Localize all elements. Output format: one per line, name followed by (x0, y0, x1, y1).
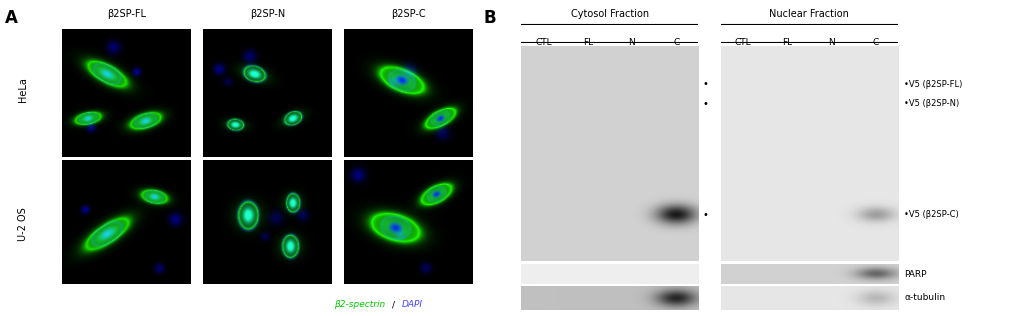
Text: N: N (629, 38, 635, 47)
Text: •: • (702, 210, 709, 220)
Text: •V5 (β2SP-C): •V5 (β2SP-C) (904, 210, 958, 219)
Text: β2SP-FL: β2SP-FL (108, 9, 146, 20)
Text: Cytosol Fraction: Cytosol Fraction (570, 9, 649, 20)
Text: β2SP-C: β2SP-C (391, 9, 426, 20)
Text: DAPI: DAPI (402, 301, 423, 309)
Text: PARP: PARP (904, 270, 927, 279)
Text: B: B (483, 9, 496, 27)
Text: A: A (5, 9, 18, 27)
Text: CTL: CTL (734, 38, 752, 47)
Text: •V5 (β2SP-N): •V5 (β2SP-N) (904, 99, 959, 108)
Text: FL: FL (782, 38, 793, 47)
Text: FL: FL (583, 38, 593, 47)
Text: α-tubulin: α-tubulin (904, 293, 945, 302)
Text: C: C (673, 38, 679, 47)
Text: /: / (392, 301, 394, 309)
Text: N: N (828, 38, 835, 47)
Text: •: • (702, 99, 709, 109)
Text: β2SP-N: β2SP-N (250, 9, 286, 20)
Text: C: C (872, 38, 879, 47)
Text: •: • (702, 80, 709, 89)
Text: β2-spectrin: β2-spectrin (334, 301, 385, 309)
Text: CTL: CTL (536, 38, 552, 47)
Text: •V5 (β2SP-FL): •V5 (β2SP-FL) (904, 80, 963, 89)
Text: Nuclear Fraction: Nuclear Fraction (769, 9, 849, 20)
Text: U-2 OS: U-2 OS (17, 208, 28, 241)
Text: HeLa: HeLa (17, 78, 28, 102)
